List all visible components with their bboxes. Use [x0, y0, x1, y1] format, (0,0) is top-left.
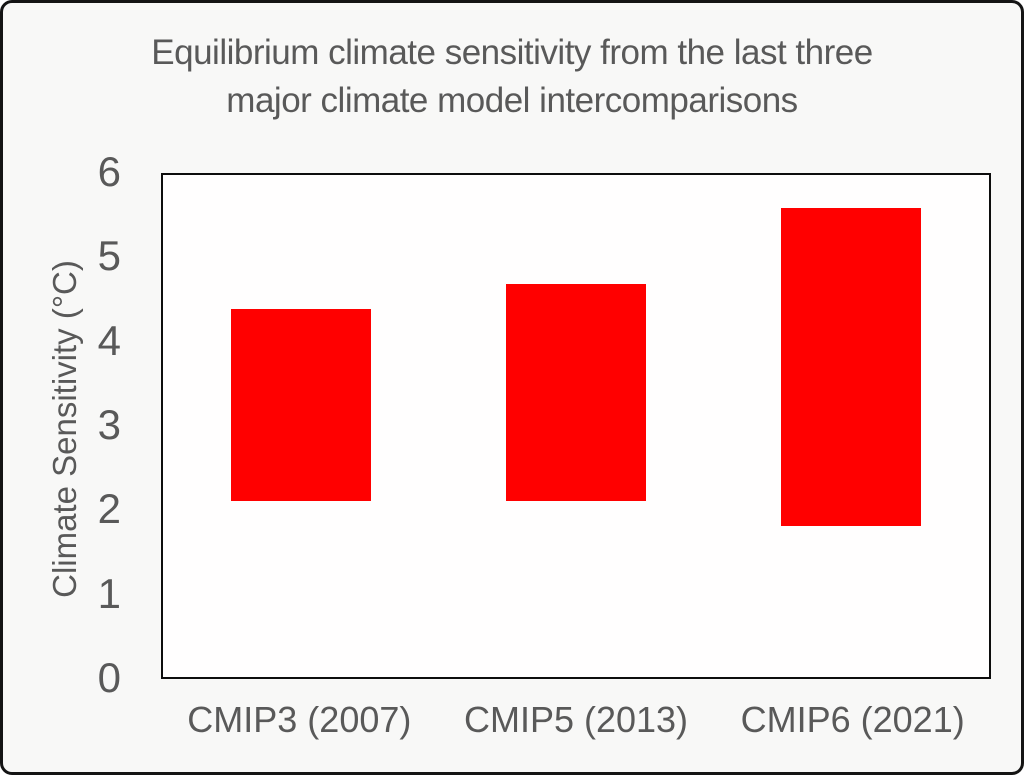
chart-title-line-2: major climate model intercomparisons [226, 81, 798, 120]
y-tick-label-0: 0 [97, 654, 121, 702]
y-tick-label-5: 5 [97, 232, 121, 280]
x-category-label-cmip5: CMIP5 (2013) [463, 699, 689, 740]
plot-area [161, 173, 991, 679]
y-axis-tick-labels: 0 1 2 3 4 5 6 [3, 148, 141, 701]
y-tick-label-2: 2 [97, 485, 121, 533]
x-category-label-cmip3: CMIP3 (2007) [187, 699, 412, 740]
range-bar-cmip6 [781, 208, 922, 527]
y-tick-label-4: 4 [97, 316, 121, 364]
chart-title-line-1: Equilibrium climate sensitivity from the… [151, 33, 873, 72]
x-category-label-cmip6: CMIP6 (2021) [740, 699, 965, 740]
chart-title: Equilibrium climate sensitivity from the… [3, 29, 1021, 125]
range-bar-cmip3 [230, 308, 371, 502]
y-tick-label-1: 1 [97, 569, 121, 617]
range-bar-cmip5 [506, 283, 646, 502]
x-axis-category-labels: CMIP3 (2007) CMIP5 (2013) CMIP6 (2021) [161, 695, 991, 745]
y-tick-label-3: 3 [97, 401, 121, 449]
y-tick-label-6: 6 [97, 148, 121, 196]
